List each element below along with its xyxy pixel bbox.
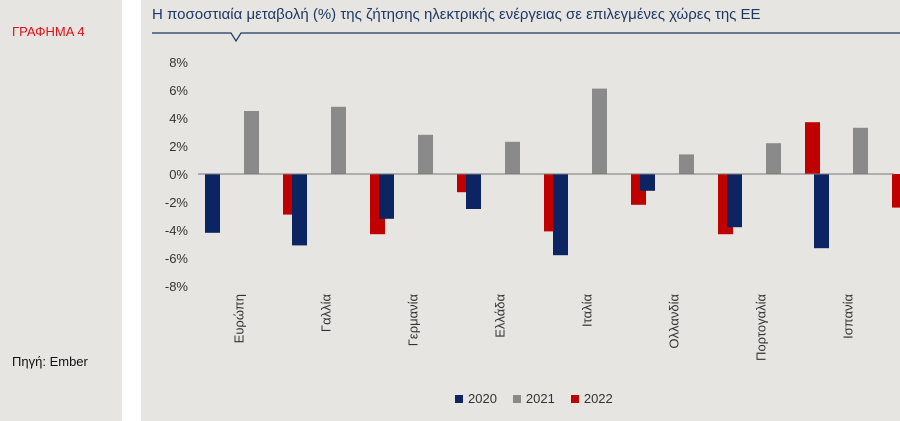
x-category-label: Γαλλία (319, 294, 334, 333)
x-axis: Ευρώπη Γαλλία Γερμανία Ελλάδα Ιταλία Ολλανδία… (232, 294, 856, 361)
bar-2020 (205, 174, 220, 233)
x-category-label: Ιταλία (580, 294, 595, 327)
legend-swatch (570, 394, 579, 403)
bar-2021 (505, 141, 520, 174)
y-tick-label: -2% (165, 195, 189, 210)
title-underline (152, 32, 900, 43)
y-tick-label: 4% (169, 111, 188, 126)
x-category-label: Ελλάδα (493, 294, 508, 338)
legend-item-2021: 2021 (512, 391, 555, 406)
x-category-label: Πορτογαλία (754, 294, 769, 361)
bar-2020 (379, 174, 394, 219)
left-panel: ΓΡΑΦΗΜΑ 4 Πηγή: Ember (0, 0, 122, 421)
x-category-label: Ολλανδία (667, 294, 682, 349)
y-tick-label: 0% (169, 167, 188, 182)
bar-2022 (892, 174, 900, 208)
y-tick-label: 6% (169, 83, 188, 98)
bar-2022 (805, 122, 820, 174)
y-tick-label: -6% (165, 251, 189, 266)
bar-2021 (592, 88, 607, 174)
bar-2020 (814, 174, 829, 249)
y-tick-label: 8% (169, 55, 188, 70)
bars (205, 88, 900, 256)
legend: 2020 2021 2022 (455, 391, 613, 406)
bar-2020 (727, 174, 742, 228)
bar-2020 (466, 174, 481, 209)
y-tick-label: -8% (165, 279, 189, 294)
y-tick-label: -4% (165, 223, 189, 238)
bar-2021 (853, 127, 868, 174)
legend-label: 2021 (525, 391, 555, 406)
chart-panel (141, 0, 900, 421)
legend-label: 2020 (468, 391, 497, 406)
bar-2020 (553, 174, 568, 256)
bar-2020 (640, 174, 655, 191)
y-tick-label: 2% (169, 139, 188, 154)
x-category-label: Γερμανία (406, 294, 421, 347)
legend-item-2020: 2020 (455, 391, 497, 406)
x-category-label: Ευρώπη (232, 294, 247, 343)
bar-2021 (331, 106, 346, 174)
chart-title: Η ποσοστιαία μεταβολή (%) της ζήτησης ηλ… (152, 6, 761, 23)
figure-label: ΓΡΑΦΗΜΑ 4 (12, 24, 85, 39)
bar-2020 (292, 174, 307, 246)
source-note: Πηγή: Ember (12, 354, 88, 369)
bar-2021 (244, 111, 259, 174)
legend-label: 2022 (583, 391, 613, 406)
x-category-label: Ισπανία (841, 294, 856, 339)
y-axis: -8% -6% -4% -2% 0% 2% 4% 6% 8% (165, 55, 189, 294)
legend-swatch (455, 394, 463, 403)
bar-2021 (766, 143, 781, 174)
legend-item-2022: 2022 (570, 391, 613, 406)
legend-swatch (512, 394, 521, 403)
bar-2021 (418, 134, 433, 174)
bar-2021 (679, 154, 694, 174)
